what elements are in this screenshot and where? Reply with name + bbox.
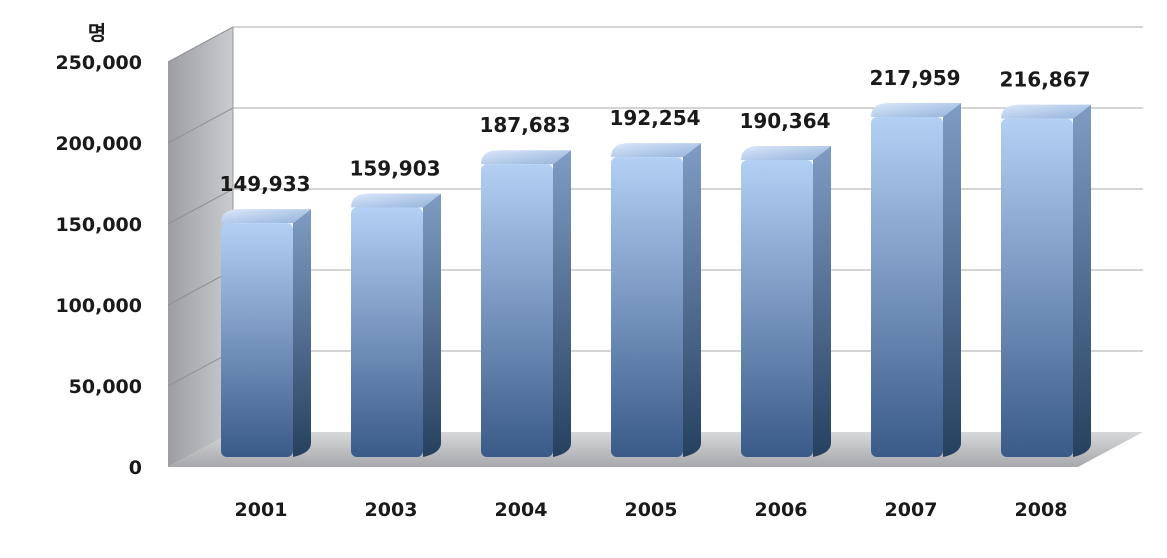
bar-2006 <box>741 146 831 457</box>
bar-side <box>553 150 571 457</box>
side-gridline <box>167 188 234 225</box>
bar-front <box>221 223 293 457</box>
bar-2005 <box>611 143 701 458</box>
bar-2008 <box>1001 104 1091 458</box>
x-category-label: 2003 <box>365 499 418 521</box>
x-axis-labels: 2001 2003 2004 2005 2006 2007 2008 <box>235 499 1068 521</box>
y-tick-label: 0 <box>129 457 142 479</box>
data-label: 216,867 <box>999 68 1090 92</box>
x-category-label: 2001 <box>235 499 288 521</box>
data-label: 159,903 <box>349 157 440 181</box>
bar-side <box>813 146 831 457</box>
bar-2007 <box>871 102 961 458</box>
bar-top <box>611 143 701 158</box>
bar-side <box>293 209 311 457</box>
bar-front <box>871 116 943 458</box>
bar-front <box>1001 118 1073 458</box>
x-category-label: 2007 <box>885 499 938 521</box>
bar-side <box>423 193 441 457</box>
bar-top <box>221 209 311 224</box>
x-category-label: 2006 <box>755 499 808 521</box>
bar-side <box>1073 104 1091 458</box>
bar-2001 <box>221 209 311 457</box>
bar-top <box>741 146 831 161</box>
side-gridline <box>167 107 234 144</box>
bar-top <box>481 150 571 165</box>
bars: 149,933 159,903 187,683 192,254 190,364 217,9… <box>219 66 1091 458</box>
bar-top <box>871 102 961 117</box>
y-axis-ticks: 0 50,000 100,000 150,000 200,000 250,000 <box>55 52 142 479</box>
bar-front <box>741 160 813 457</box>
bar-front <box>611 157 683 458</box>
side-gridline <box>167 26 234 63</box>
data-label: 187,683 <box>479 113 570 137</box>
bar-front <box>351 207 423 457</box>
side-wall <box>168 27 233 467</box>
bar-side <box>943 102 961 458</box>
y-tick-label: 150,000 <box>55 214 142 236</box>
y-axis-unit-label: 명 <box>88 21 106 45</box>
data-label: 190,364 <box>739 109 830 133</box>
bar-2003 <box>351 193 441 457</box>
bar-top <box>351 193 441 208</box>
y-tick-label: 100,000 <box>55 295 142 317</box>
bar-front <box>481 164 553 457</box>
bar-top <box>1001 104 1091 119</box>
data-label: 149,933 <box>219 172 310 196</box>
y-tick-label: 50,000 <box>69 376 142 398</box>
x-category-label: 2005 <box>625 499 678 521</box>
x-category-label: 2008 <box>1015 499 1068 521</box>
y-tick-label: 200,000 <box>55 133 142 155</box>
bar-2004 <box>481 150 571 457</box>
x-category-label: 2004 <box>495 499 548 521</box>
bar-side <box>683 143 701 458</box>
data-label: 192,254 <box>609 106 700 130</box>
y-tick-label: 250,000 <box>55 52 142 74</box>
data-label: 217,959 <box>869 66 960 90</box>
